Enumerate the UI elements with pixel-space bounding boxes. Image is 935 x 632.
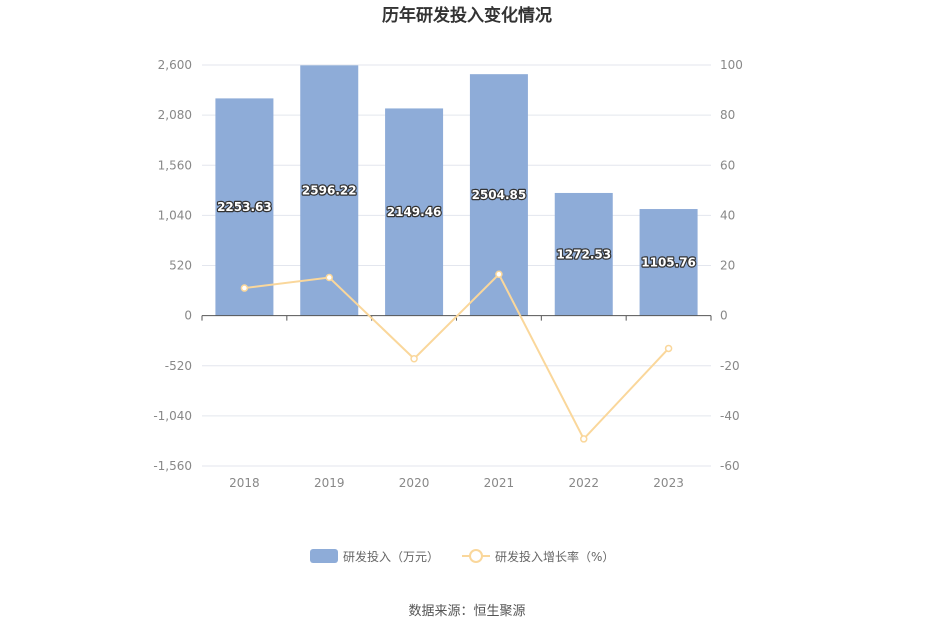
- left-axis: 2,600 2,080 1,560 1,040 520 0 -520 -1,040 -1,560: [153, 58, 192, 473]
- legend-line-marker: [469, 549, 483, 563]
- bar-value-label: 2504.85: [472, 188, 527, 202]
- x-tick-labels: 2018 2019 2020 2021 2022 2023: [229, 476, 684, 490]
- bar-series: [215, 65, 698, 316]
- left-tick-label: 520: [169, 259, 192, 273]
- right-tick-label: -60: [720, 459, 740, 473]
- right-tick-label: 80: [720, 108, 735, 122]
- line-point: [580, 435, 588, 443]
- x-tick-label: 2020: [399, 476, 430, 490]
- x-tick-label: 2018: [229, 476, 260, 490]
- bar-value-label: 1105.76: [641, 255, 696, 269]
- right-tick-label: 40: [720, 208, 735, 222]
- right-tick-label: -20: [720, 359, 740, 373]
- bar: [554, 192, 613, 316]
- left-tick-label: 2,600: [158, 58, 192, 72]
- legend-bar-label[interactable]: 研发投入（万元）: [343, 549, 439, 564]
- line-point: [664, 344, 673, 353]
- left-tick-label: -520: [165, 359, 192, 373]
- bar: [385, 108, 444, 316]
- line-point: [410, 354, 418, 363]
- bar-value-label: 1272.53: [556, 247, 611, 261]
- right-tick-label: -40: [720, 409, 740, 423]
- left-tick-label: 2,080: [158, 108, 192, 122]
- left-tick-label: -1,040: [153, 409, 192, 423]
- right-tick-label: 20: [720, 259, 735, 273]
- right-tick-label: 100: [720, 58, 743, 72]
- legend-line-label[interactable]: 研发投入增长率（%）: [495, 549, 614, 564]
- bar: [215, 98, 274, 316]
- left-tick-label: -1,560: [153, 459, 192, 473]
- left-tick-label: 1,560: [158, 158, 192, 172]
- bar: [639, 209, 698, 316]
- right-tick-label: 60: [720, 158, 735, 172]
- bar-value-label: 2596.22: [302, 183, 357, 197]
- legend-bar-swatch[interactable]: [310, 549, 338, 563]
- bar-labels: 2253.63 2596.22 2149.46 2504.85 1272.53 1105.…: [216, 182, 697, 270]
- x-tick-label: 2019: [314, 476, 345, 490]
- x-tick-label: 2021: [484, 476, 515, 490]
- x-tick-label: 2022: [568, 476, 599, 490]
- growth-line: [244, 272, 670, 441]
- bar-value-label: 2253.63: [217, 200, 272, 214]
- left-tick-label: 0: [184, 309, 192, 323]
- line-point: [240, 284, 249, 292]
- line-point: [325, 273, 333, 282]
- right-axis: 100 80 60 40 20 0 -20 -40 -60: [720, 58, 743, 473]
- line-point: [495, 270, 503, 279]
- left-tick-label: 1,040: [158, 208, 192, 222]
- grid: [202, 64, 711, 467]
- chart-title: 历年研发投入变化情况: [382, 5, 552, 26]
- legend: 研发投入（万元） 研发投入增长率（%）: [310, 549, 614, 564]
- line-series: [240, 270, 673, 443]
- right-tick-label: 0: [720, 309, 728, 323]
- bar-value-label: 2149.46: [387, 205, 442, 219]
- data-source: 数据来源：恒生聚源: [408, 604, 525, 619]
- x-tick-label: 2023: [653, 476, 684, 490]
